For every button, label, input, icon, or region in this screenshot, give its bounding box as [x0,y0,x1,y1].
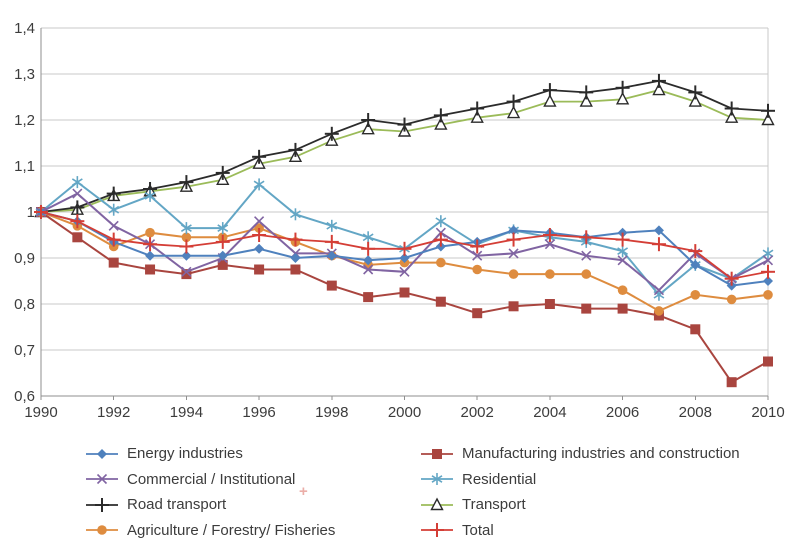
series-total [34,205,775,286]
x-tick-label: 1994 [170,404,203,421]
x-tick-label: 2000 [388,404,421,421]
x-tick-label: 1996 [242,404,275,421]
legend-label: Commercial / Institutional [127,470,296,488]
stray-plus-artifact: + [299,483,308,500]
legend-label: Total [462,521,494,539]
legend-label: Road transport [127,496,227,513]
legend-entry-total: Total [420,518,494,543]
x-tick-label: 1990 [24,404,57,421]
circle-marker-icon [86,525,118,535]
asterisk-marker-icon [421,473,453,485]
legend-label: Agriculture / Forestry/ Fisheries [127,521,336,539]
legend-entry-energy-industries: Energy industries [85,441,243,466]
y-tick-label: 0,6 [14,388,35,405]
x-tick-label: 2010 [751,404,784,421]
x-tick-label: 1998 [315,404,348,421]
y-tick-label: 0,7 [14,342,35,359]
legend-entry-road-transport: Road transport [85,492,226,517]
legend-label: Energy industries [127,445,243,462]
x-marker-icon [86,473,118,485]
y-tick-label: 1,3 [14,66,35,83]
y-tick-label: 1,2 [14,112,35,129]
legend-entry-commercial-institutional: Commercial / Institutional [85,467,295,492]
x-tick-label: 2008 [679,404,712,421]
legend-entry-transport: Transport [420,492,526,517]
legend-entry-agriculture-forestry-fisheries: Agriculture / Forestry/ Fisheries [85,518,335,543]
plus-marker-icon [421,523,453,537]
x-tick-label: 2004 [533,404,566,421]
y-tick-label: 1,1 [14,158,35,175]
plus-marker-icon [86,497,118,512]
series-road-transport [34,73,775,219]
x-tick-label: 1992 [97,404,130,421]
y-axis-labels: 1,4 1,3 1,2 1,1 1 0,9 0,8 0,7 0,6 [14,20,35,405]
legend-label: Transport [462,496,526,513]
y-tick-label: 1 [27,204,35,221]
x-axis-labels: 1990 1992 1994 1996 1998 2000 2002 2004 2006 2008… [24,404,784,421]
series-manufacturing-industries-and-construction [36,207,773,388]
triangle-open-marker-icon [421,496,453,510]
legend-label: Manufacturing industries and constructio… [462,445,740,462]
y-tick-label: 0,8 [14,296,35,313]
y-tick-label: 0,9 [14,250,35,267]
legend-entry-manufacturing-industries-and-construction: Manufacturing industries and constructio… [420,441,740,466]
x-tick-label: 2006 [606,404,639,421]
x-tick-label: 2002 [461,404,494,421]
legend-label: Residential [462,470,537,488]
square-marker-icon [421,448,453,459]
y-tick-label: 1,4 [14,20,35,37]
diamond-marker-icon [86,448,118,459]
legend-entry-residential: Residential [420,467,536,492]
